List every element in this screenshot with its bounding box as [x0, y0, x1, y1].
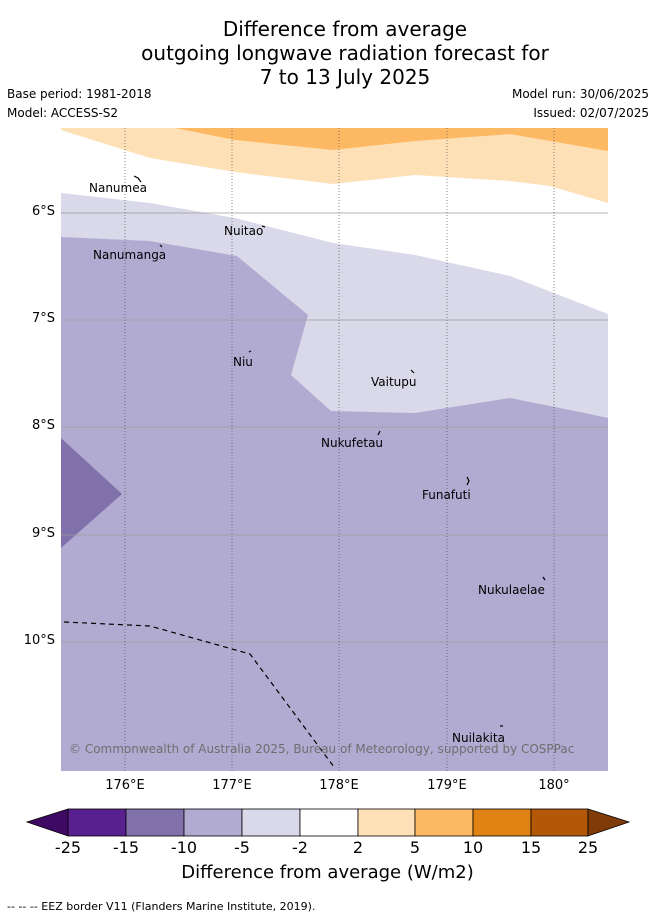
- colorbar-tick-minus-25: -25: [54, 838, 82, 857]
- lat-label-6s: 6°S: [31, 204, 55, 219]
- lon-label-176e: 176°E: [105, 778, 145, 793]
- eez-border: [63, 621, 335, 768]
- colorbar-bin-1: [67, 808, 127, 837]
- colorbar-tick-minus-10: -10: [170, 838, 198, 857]
- island-label-vaitupu: Vaitupu: [371, 375, 417, 389]
- colorbar-bin-6: [357, 808, 416, 837]
- copyright-notice: © Commonwealth of Australia 2025, Bureau…: [69, 742, 574, 756]
- eez-footnote: -- -- -- EEZ border V11 (Flanders Marine…: [7, 900, 316, 913]
- colorbar-bin-7: [414, 808, 474, 837]
- model-name: Model: ACCESS-S2: [7, 106, 119, 120]
- lon-label-177e: 177°E: [212, 778, 252, 793]
- island-marks: [133, 175, 546, 727]
- lat-label-8s: 8°S: [31, 418, 55, 433]
- colorbar-low-extension: [25, 808, 69, 837]
- lat-label-9s: 9°S: [31, 526, 55, 541]
- lon-label-179e: 179°E: [427, 778, 467, 793]
- colorbar-tick-10: 10: [462, 838, 484, 857]
- model-run: Model run: 30/06/2025: [511, 87, 649, 101]
- band-plus-5-to-10: [175, 128, 608, 151]
- lon-label-180: 180°: [538, 778, 570, 793]
- island-label-niu: Niu: [233, 355, 253, 369]
- island-label-funafuti: Funafuti: [422, 488, 471, 502]
- island-label-nukufetau: Nukufetau: [321, 436, 383, 450]
- colorbar-bin-8: [472, 808, 532, 837]
- lat-gridlines: [61, 212, 608, 643]
- colorbar-bin-5: [299, 808, 359, 837]
- title-line-3: 7 to 13 July 2025: [259, 65, 431, 89]
- colorbar-tick-minus-5: -5: [234, 838, 250, 857]
- base-period: Base period: 1981-2018: [7, 87, 152, 101]
- colorbar-bin-2: [125, 808, 185, 837]
- band-minus-10-to-minus-15: [61, 438, 122, 548]
- colorbar-bin-4: [241, 808, 301, 837]
- colorbar-tick-minus-2: -2: [292, 838, 308, 857]
- colorbar-tick-minus-15: -15: [112, 838, 140, 857]
- lon-label-178e: 178°E: [319, 778, 359, 793]
- map-panel: Nanumea Nuitao Nanumanga Niu Vaitupu Nuk…: [61, 128, 608, 771]
- colorbar-high-extension: [587, 808, 631, 837]
- lat-label-10s: 10°S: [23, 633, 55, 648]
- island-label-nanumanga: Nanumanga: [93, 248, 166, 262]
- issued-date: Issued: 02/07/2025: [533, 106, 649, 120]
- colorbar-tick-15: 15: [520, 838, 542, 857]
- colorbar-tick-25: 25: [577, 838, 599, 857]
- lat-label-7s: 7°S: [31, 311, 55, 326]
- title-line-2: outgoing longwave radiation forecast for: [141, 41, 549, 65]
- lon-gridlines: [124, 128, 555, 771]
- title-line-1: Difference from average: [222, 17, 468, 41]
- colorbar-tick-2: 2: [352, 838, 364, 857]
- band-minus-5-to-minus-10: [61, 237, 608, 771]
- island-label-nanumea: Nanumea: [89, 181, 147, 195]
- colorbar-tick-5: 5: [409, 838, 421, 857]
- island-label-nuilakita: Nuilakita: [452, 731, 505, 745]
- island-label-nukulaelae: Nukulaelae: [478, 583, 545, 597]
- colorbar-bin-9: [530, 808, 589, 837]
- colorbar-bin-3: [183, 808, 243, 837]
- band-plus-2-to-5: [61, 128, 608, 203]
- island-label-nuitao: Nuitao: [224, 224, 263, 238]
- colorbar-title: Difference from average (W/m2): [181, 862, 474, 883]
- colorbar: [25, 808, 631, 837]
